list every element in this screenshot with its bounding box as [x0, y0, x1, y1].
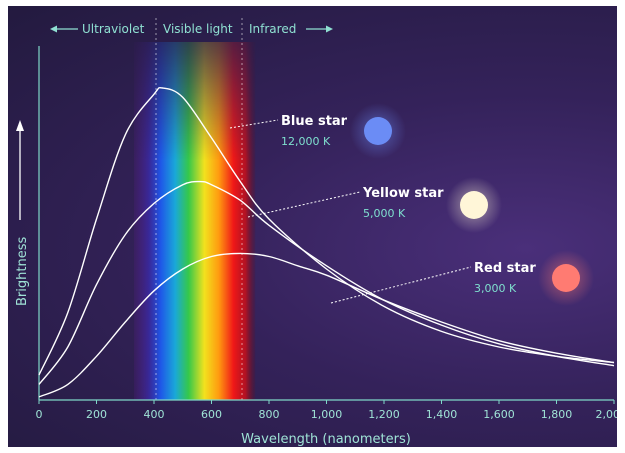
infrared-label: Infrared — [249, 22, 296, 36]
visible-spectrum-band — [134, 42, 256, 400]
x-tick-label: 0 — [36, 408, 43, 421]
ultraviolet-label: Ultraviolet — [82, 22, 145, 36]
x-tick-label: 2,00 — [596, 408, 618, 421]
x-tick-label: 400 — [144, 408, 165, 421]
yellow-star-curve — [38, 180, 615, 385]
red-star-curve — [38, 252, 615, 398]
yellow-star-temperature: 5,000 K — [363, 207, 406, 220]
yellow-star-name: Yellow star — [362, 186, 444, 201]
x-tick-label: 1,400 — [426, 408, 458, 421]
blue-star-name: Blue star — [281, 114, 348, 129]
red-star-temperature: 3,000 K — [474, 282, 517, 295]
blue-star-leader-line — [229, 119, 279, 129]
y-axis-label: Brightness — [15, 237, 30, 306]
x-tick-label: 600 — [201, 408, 222, 421]
x-tick-label: 1,000 — [311, 408, 343, 421]
chart-frame: Ultraviolet Visible light Infrared Brigh… — [8, 6, 617, 447]
x-tick-label: 1,200 — [368, 408, 400, 421]
x-axis-label: Wavelength (nanometers) — [241, 432, 411, 447]
blue-star-temperature: 12,000 K — [281, 135, 331, 148]
blackbody-chart: Ultraviolet Visible light Infrared Brigh… — [15, 18, 618, 447]
ir-arrow-head — [326, 25, 333, 33]
red-star-leader-line — [330, 266, 472, 304]
x-tick-label: 1,800 — [541, 408, 573, 421]
x-tick-label: 200 — [86, 408, 107, 421]
blue-star-curve — [38, 86, 615, 376]
x-tick-label: 1,600 — [483, 408, 515, 421]
red-star-name: Red star — [474, 261, 536, 276]
red-star-icon — [552, 264, 580, 292]
visible-light-label: Visible light — [163, 22, 233, 36]
blue-star-icon — [364, 117, 392, 145]
yellow-star-leader-line — [247, 191, 361, 218]
x-tick-label: 800 — [259, 408, 280, 421]
brightness-arrow-head — [16, 120, 24, 131]
uv-arrow-head — [50, 25, 57, 33]
yellow-star-icon — [460, 191, 488, 219]
